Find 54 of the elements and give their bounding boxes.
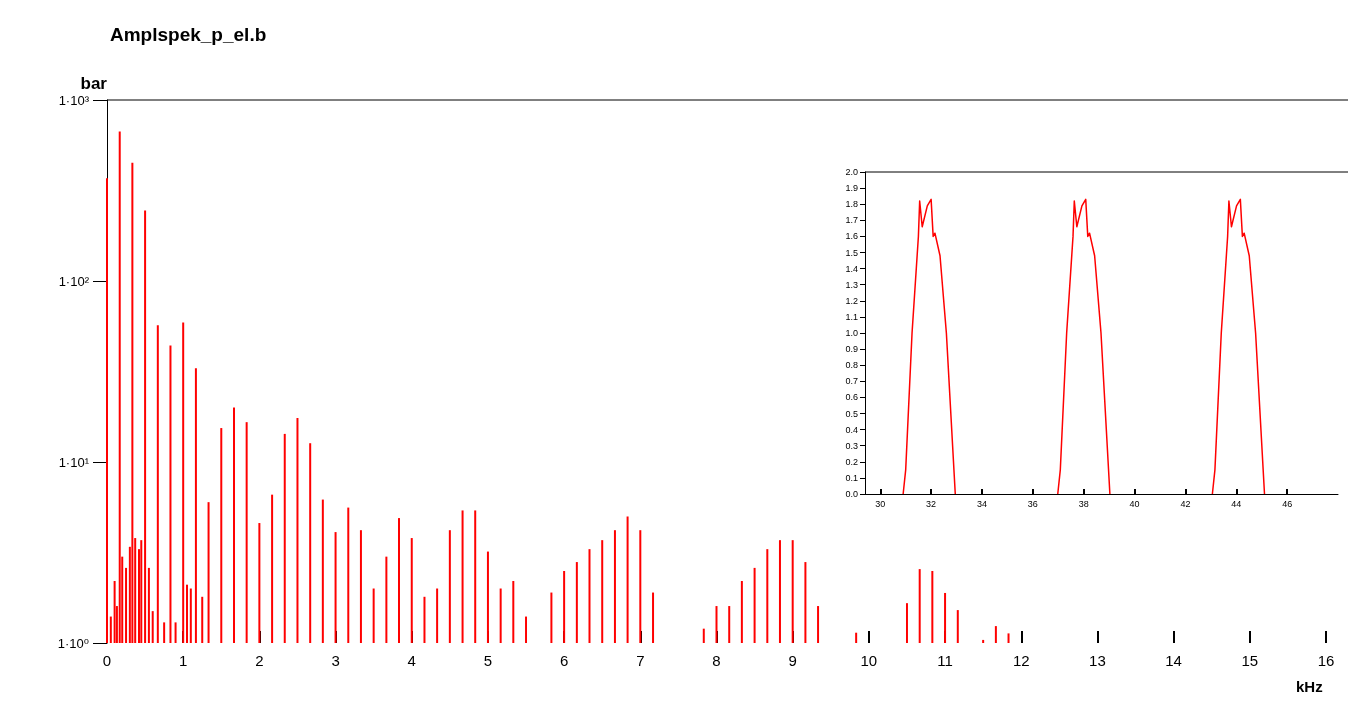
- chart-title: Amplspek_p_el.b: [110, 24, 267, 45]
- x-tick-label: 0: [102, 652, 112, 669]
- x-tick-label: 1: [179, 652, 188, 669]
- y-tick-label: 1.2: [845, 295, 858, 306]
- y-tick-label: 1·10⁰: [57, 635, 89, 651]
- y-tick-label: 0.2: [845, 456, 858, 467]
- y-tick-label: 1.5: [845, 247, 858, 258]
- y-axis-title: bar: [80, 74, 108, 93]
- x-tick-label: 9: [788, 652, 797, 669]
- x-tick-label: 15: [1241, 652, 1259, 669]
- y-tick-label: 0.7: [845, 376, 858, 387]
- x-tick-label: 8: [712, 652, 721, 669]
- x-tick-label: 11: [937, 652, 953, 669]
- x-tick-label: 5: [483, 652, 493, 669]
- y-tick-label: 0.5: [845, 408, 858, 419]
- x-tick-label: 44: [1231, 498, 1242, 509]
- x-tick-label: 2: [255, 652, 264, 669]
- y-tick-label: 1·10²: [58, 273, 90, 289]
- y-tick-label: 1·10¹: [58, 454, 90, 470]
- y-tick-label: 1.8: [845, 199, 858, 210]
- x-tick-label: 7: [636, 652, 645, 669]
- x-tick-label: 32: [926, 498, 937, 509]
- y-tick-label: 1.6: [845, 231, 858, 242]
- y-tick-label: 0.4: [845, 424, 858, 435]
- y-tick-label: 0.8: [845, 360, 858, 371]
- x-tick-label: 40: [1129, 498, 1140, 509]
- y-tick-label: 1.1: [845, 311, 858, 322]
- x-tick-label: 30: [875, 498, 886, 509]
- x-tick-label: 16: [1317, 652, 1335, 669]
- y-tick-label: 0.9: [845, 344, 858, 355]
- x-tick-label: 10: [860, 652, 878, 669]
- y-tick-label: 1.3: [845, 279, 858, 290]
- x-tick-label: 6: [559, 652, 569, 669]
- x-tick-label: 34: [976, 498, 987, 509]
- y-tick-label: 2.0: [845, 167, 858, 177]
- x-tick-label: 36: [1027, 498, 1038, 509]
- x-tick-label: 38: [1078, 498, 1089, 509]
- x-tick-label: 13: [1089, 652, 1106, 669]
- y-tick-label: 1.4: [845, 263, 858, 274]
- x-tick-label: 3: [331, 652, 340, 669]
- y-tick-label: 1.7: [845, 215, 858, 226]
- y-tick-label: 0.6: [845, 392, 858, 403]
- x-tick-label: 4: [407, 652, 416, 669]
- x-tick-label: 12: [1012, 652, 1030, 669]
- y-tick-label: 1·10³: [58, 92, 90, 108]
- x-tick-label: 14: [1165, 652, 1182, 669]
- y-tick-label: 0.3: [845, 440, 858, 451]
- y-tick-label: 0.0: [845, 489, 858, 499]
- x-axis-title: kHz: [1296, 678, 1323, 695]
- x-tick-label: 42: [1180, 498, 1191, 509]
- x-tick-label: 46: [1282, 498, 1293, 509]
- y-tick-label: 1.9: [845, 183, 858, 194]
- y-tick-label: 0.1: [845, 472, 858, 483]
- y-tick-label: 1.0: [845, 328, 858, 338]
